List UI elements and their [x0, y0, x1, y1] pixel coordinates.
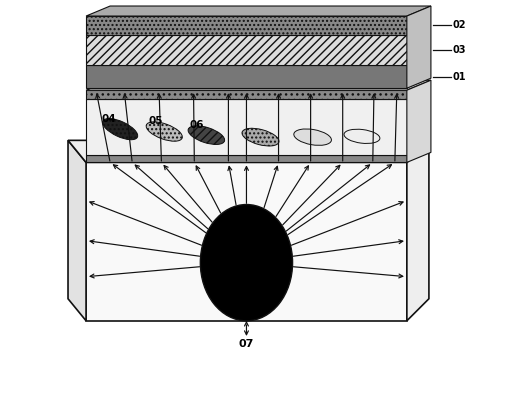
Ellipse shape [102, 119, 138, 140]
Polygon shape [68, 140, 86, 321]
Bar [86, 162, 407, 321]
Bar [86, 99, 407, 155]
Polygon shape [407, 80, 431, 162]
Text: 01: 01 [452, 72, 466, 82]
Ellipse shape [188, 126, 225, 144]
Ellipse shape [294, 129, 331, 145]
Bar [86, 90, 407, 99]
Polygon shape [86, 80, 431, 90]
Bar [86, 65, 407, 88]
Polygon shape [407, 140, 429, 321]
Polygon shape [407, 6, 431, 88]
Ellipse shape [146, 122, 182, 141]
Polygon shape [86, 6, 431, 16]
Bar [86, 16, 407, 35]
Text: 03: 03 [452, 45, 466, 55]
Text: 07: 07 [239, 339, 254, 349]
Ellipse shape [344, 129, 380, 144]
Ellipse shape [242, 128, 279, 146]
Text: 05: 05 [149, 116, 163, 126]
Polygon shape [68, 140, 429, 162]
Text: 04: 04 [101, 114, 116, 124]
Bar [86, 35, 407, 65]
Ellipse shape [201, 205, 292, 321]
Text: 02: 02 [452, 20, 466, 30]
Text: 06: 06 [190, 120, 204, 130]
Bar [86, 155, 407, 162]
